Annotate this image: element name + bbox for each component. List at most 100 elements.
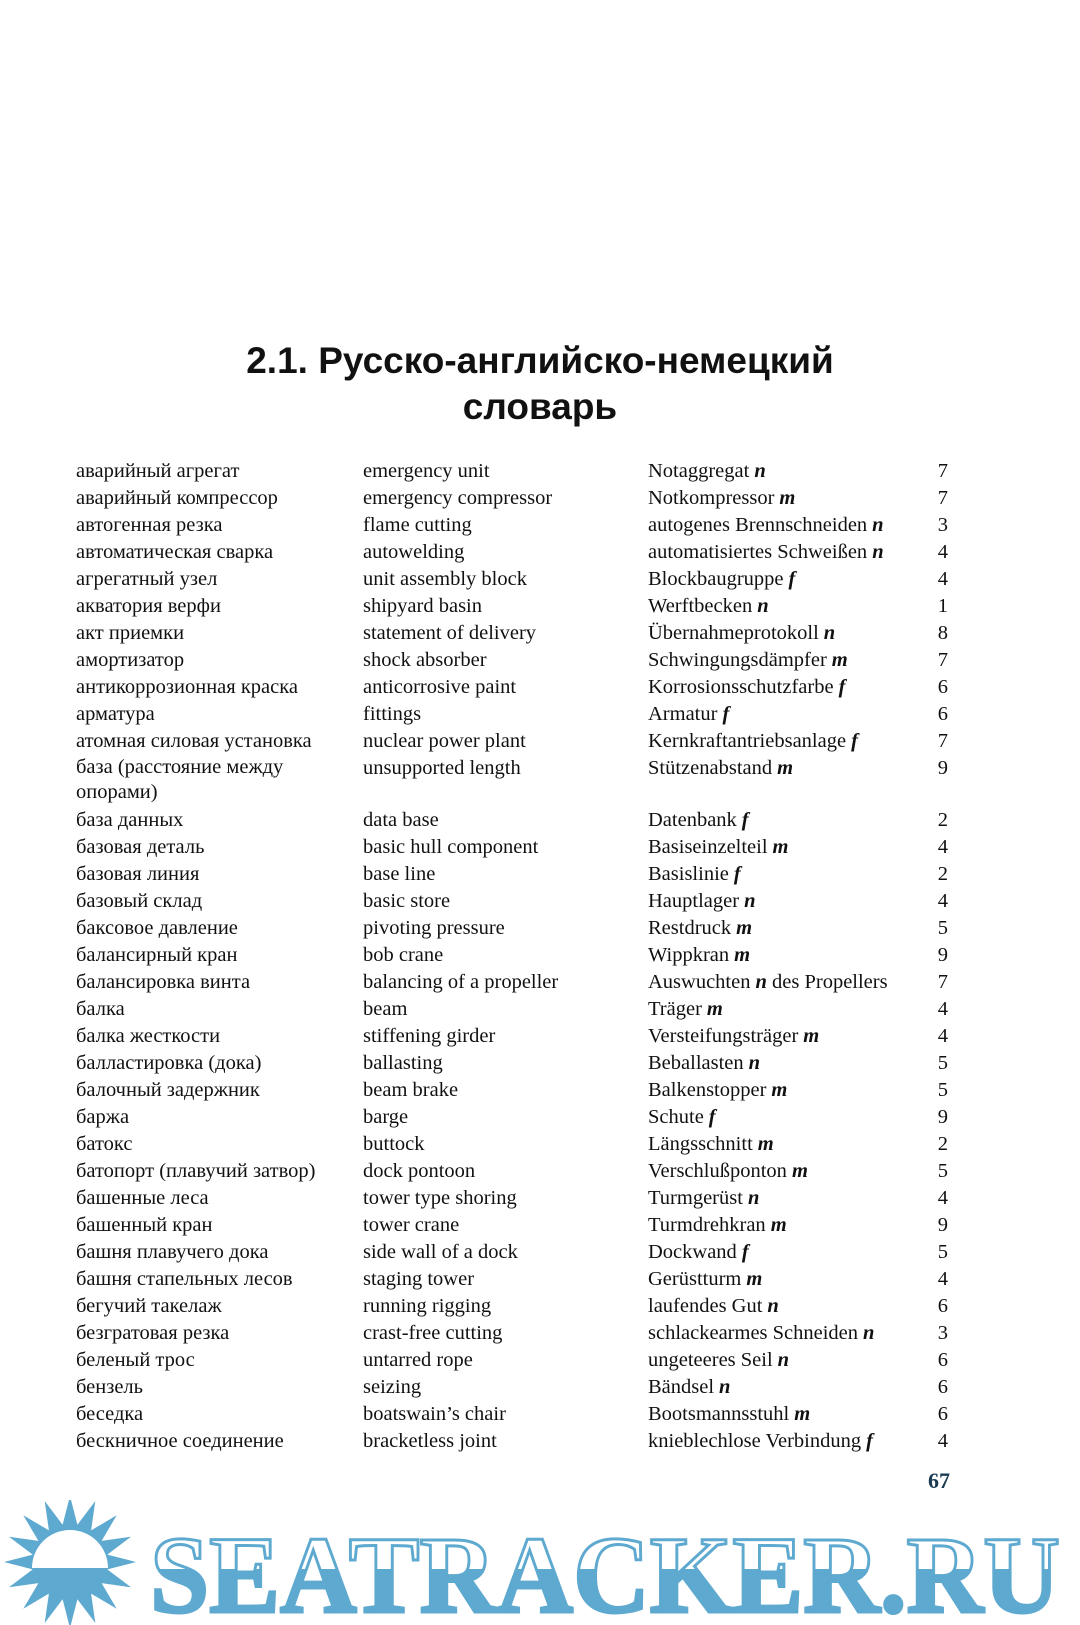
russian-term: балансировка винта <box>76 971 251 993</box>
section-number: 4 <box>937 1430 948 1452</box>
section-number: 9 <box>937 1106 948 1128</box>
section-number: 5 <box>937 917 948 939</box>
section-number: 6 <box>937 1403 948 1425</box>
english-term: running rigging <box>363 1295 492 1317</box>
english-term: crast-free cutting <box>363 1322 503 1344</box>
section-number: 9 <box>937 1214 948 1236</box>
russian-term: балка <box>76 998 125 1020</box>
german-term: Turmdrehkran <box>648 1214 766 1236</box>
german-cell: Schwingungsdämpfer m <box>648 647 848 674</box>
german-term: laufendes Gut <box>648 1295 763 1317</box>
english-term: anticorrosive paint <box>363 676 517 698</box>
dictionary-row: бензель seizing Bändsel n 6 <box>0 1374 1080 1401</box>
dictionary-row: акватория верфи shipyard basin Werftbeck… <box>0 593 1080 620</box>
german-term: Dockwand <box>648 1241 737 1263</box>
section-number: 9 <box>937 757 948 779</box>
german-cell: Korrosionsschutzfarbe f <box>648 674 845 701</box>
english-term: barge <box>363 1106 409 1128</box>
gender-marker: f <box>708 1106 716 1128</box>
gender-marker: n <box>823 622 836 644</box>
english-term: untarred rope <box>363 1349 473 1371</box>
german-cell: Basislinie f <box>648 861 741 888</box>
german-cell: autogenes Brennschneiden n <box>648 512 884 539</box>
german-term: Schute <box>648 1106 704 1128</box>
dictionary-row: батокс buttock Längsschnitt m 2 <box>0 1131 1080 1158</box>
english-term: statement of delivery <box>363 622 537 644</box>
gender-marker: n <box>872 541 884 563</box>
dictionary-row: балластировка (дока) ballasting Beballas… <box>0 1050 1080 1077</box>
russian-term: балансирный кран <box>76 944 238 966</box>
section-number: 7 <box>937 487 948 509</box>
german-term: Datenbank <box>648 809 737 831</box>
dictionary-row: беленый трос untarred rope ungeteeres Se… <box>0 1347 1080 1374</box>
german-term: Stützenabstand <box>648 757 773 779</box>
german-term: Restdruck <box>648 917 732 939</box>
seatracker-watermark-logo: SEATRACKER.RU <box>4 1500 1062 1625</box>
german-term: automatisiertes Schweißen <box>648 541 868 563</box>
german-cell: ungeteeres Seil n <box>648 1347 789 1374</box>
english-term: fittings <box>363 703 422 725</box>
section-number: 6 <box>937 676 948 698</box>
gender-marker: n <box>767 1295 779 1317</box>
gender-marker: m <box>794 1403 811 1425</box>
german-term: Werftbecken <box>648 595 753 617</box>
russian-term: беседка <box>76 1403 144 1425</box>
german-term: Träger <box>648 998 702 1020</box>
german-cell: schlackearmes Schneiden n <box>648 1320 874 1347</box>
german-term: Beballasten <box>648 1052 744 1074</box>
dictionary-row: балка beam Träger m 4 <box>0 996 1080 1023</box>
english-term: dock pontoon <box>363 1160 476 1182</box>
section-number: 4 <box>937 541 948 563</box>
russian-term: беленый трос <box>76 1349 195 1371</box>
german-term: Notkompressor <box>648 487 775 509</box>
german-term: Turmgerüst <box>648 1187 743 1209</box>
section-number: 4 <box>937 998 948 1020</box>
english-term: nuclear power plant <box>363 730 526 752</box>
german-cell: Gerüstturm m <box>648 1266 762 1293</box>
german-cell: Längsschnitt m <box>648 1131 774 1158</box>
german-term: Übernahmeprotokoll <box>648 622 819 644</box>
dictionary-row: беседка boatswain’s chair Bootsmannsstuh… <box>0 1401 1080 1428</box>
gender-marker: m <box>777 757 794 779</box>
german-cell: Armatur f <box>648 701 729 728</box>
section-number: 2 <box>937 1133 948 1155</box>
dictionary-row: атомная силовая установка nuclear power … <box>0 728 1080 755</box>
german-cell: Bändsel n <box>648 1374 730 1401</box>
english-term: data base <box>363 809 439 831</box>
section-number: 7 <box>937 649 948 671</box>
german-term: ungeteeres Seil <box>648 1349 773 1371</box>
german-cell: Dockwand f <box>648 1239 749 1266</box>
german-term: Korrosionsschutzfarbe <box>648 676 834 698</box>
english-term: staging tower <box>363 1268 475 1290</box>
russian-term: башня стапельных лесов <box>76 1268 293 1290</box>
english-term: buttock <box>363 1133 425 1155</box>
russian-term: безгратовая резка <box>76 1322 230 1344</box>
german-term: Bändsel <box>648 1376 715 1398</box>
russian-term: амортизатор <box>76 649 185 671</box>
dictionary-row: акт приемки statement of delivery Überna… <box>0 620 1080 647</box>
english-term: beam brake <box>363 1079 459 1101</box>
gender-marker: m <box>791 1160 808 1182</box>
english-term: unsupported length <box>363 757 521 779</box>
english-term: pivoting pressure <box>363 917 505 939</box>
dictionary-row: база данных data base Datenbank f 2 <box>0 807 1080 834</box>
russian-term: бескничное соединение <box>76 1430 284 1452</box>
german-cell: Auswuchten n des Propellers <box>648 969 888 996</box>
german-term: Versteifungsträger <box>648 1025 799 1047</box>
section-number: 4 <box>937 1268 948 1290</box>
russian-term: аварийный агрегат <box>76 460 240 482</box>
german-term: Verschlußponton <box>648 1160 787 1182</box>
russian-term: акт приемки <box>76 622 185 644</box>
english-term: bracketless joint <box>363 1430 497 1452</box>
russian-term: база данных <box>76 809 184 831</box>
dictionary-row: башенные леса tower type shoring Turmger… <box>0 1185 1080 1212</box>
section-number: 4 <box>937 1025 948 1047</box>
dictionary-row: агрегатный узел unit assembly block Bloc… <box>0 566 1080 593</box>
german-cell: Stützenabstand m <box>648 755 793 782</box>
section-number: 3 <box>937 1322 948 1344</box>
sun-icon <box>4 1500 136 1625</box>
watermark-text: SEATRACKER.RU <box>150 1514 1060 1625</box>
russian-term: автоматическая сварка <box>76 541 274 563</box>
english-term: basic hull component <box>363 836 539 858</box>
gender-marker: f <box>851 730 858 752</box>
